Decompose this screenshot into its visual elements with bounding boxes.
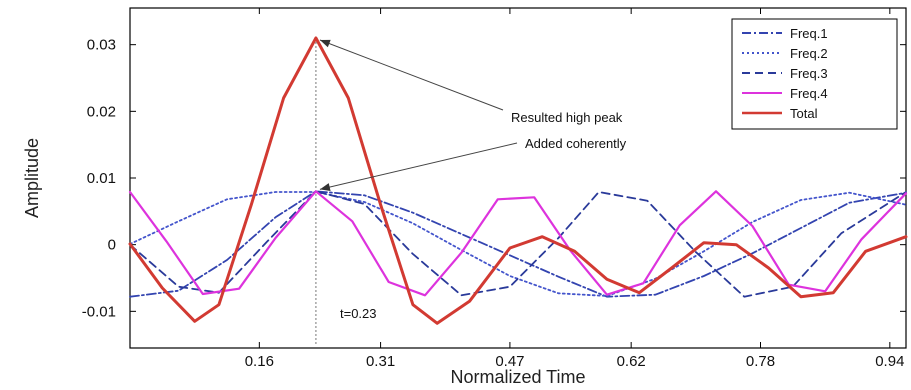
annotation-arrowhead-coherent xyxy=(319,183,331,191)
x-tick-label: 0.78 xyxy=(746,353,775,370)
series-line-freq-3 xyxy=(129,190,907,298)
series-layer xyxy=(128,36,908,325)
y-tick-label: -0.01 xyxy=(82,303,116,320)
annotation-arrowhead-peak xyxy=(319,39,331,48)
annotation-resulted-high-peak: Resulted high peak xyxy=(511,110,623,125)
x-tick-label: 0.31 xyxy=(366,353,395,370)
x-tick-label: 0.62 xyxy=(617,353,646,370)
series-line-freq-2 xyxy=(129,191,907,297)
annotation-added-coherently: Added coherently xyxy=(525,136,627,151)
series-line-freq-4 xyxy=(128,190,908,297)
legend: Freq.1 Freq.2 Freq.3 Freq.4 Total xyxy=(731,18,898,130)
y-axis-ticks: -0.01 0 0.01 0.02 0.03 xyxy=(82,37,906,320)
legend-label: Freq.1 xyxy=(790,26,828,41)
series-line-freq-1 xyxy=(129,190,907,298)
x-tick-label: 0.47 xyxy=(495,353,524,370)
y-axis-title: Amplitude xyxy=(22,138,42,218)
annotations: Resulted high peak Added coherently t=0.… xyxy=(319,39,627,321)
legend-label: Total xyxy=(790,106,818,121)
legend-label: Freq.3 xyxy=(790,66,828,81)
annotation-peak-time: t=0.23 xyxy=(340,306,377,321)
legend-label: Freq.2 xyxy=(790,46,828,61)
y-tick-label: 0.02 xyxy=(87,103,116,120)
annotation-arrow-coherent xyxy=(319,142,518,190)
x-tick-label: 0.16 xyxy=(245,353,274,370)
series-line-total xyxy=(128,36,908,325)
y-tick-label: 0 xyxy=(108,237,116,254)
x-tick-label: 0.94 xyxy=(875,353,904,370)
x-axis-ticks: 0.16 0.31 0.47 0.62 0.78 0.94 xyxy=(245,8,904,370)
annotation-arrow-peak xyxy=(319,39,504,111)
x-axis-title: Normalized Time xyxy=(450,367,585,387)
legend-label: Freq.4 xyxy=(790,86,828,101)
y-tick-label: 0.03 xyxy=(87,37,116,54)
y-tick-label: 0.01 xyxy=(87,170,116,187)
